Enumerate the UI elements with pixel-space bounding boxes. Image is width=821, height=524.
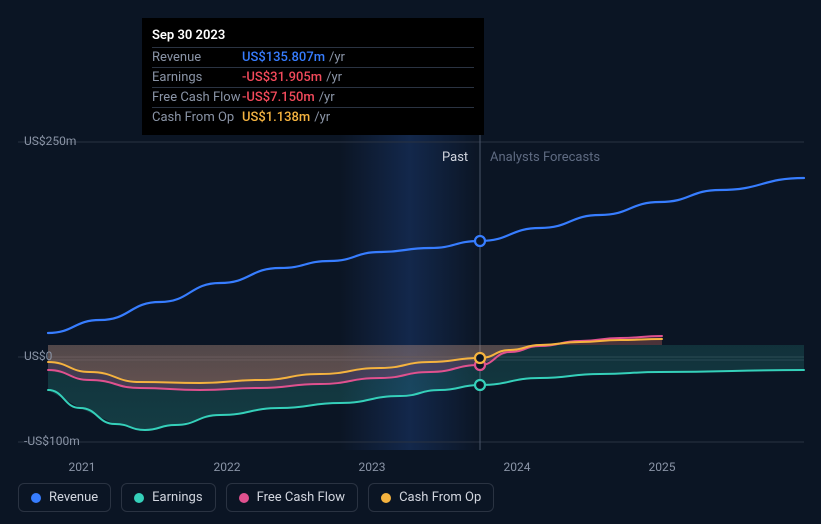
legend-dot (134, 493, 144, 503)
x-axis-label: 2025 (649, 460, 676, 474)
legend-dot (31, 493, 41, 503)
y-axis-label: US$0 (24, 349, 52, 363)
legend-label: Earnings (152, 490, 202, 505)
legend-item-free-cash-flow[interactable]: Free Cash Flow (226, 483, 358, 512)
legend-label: Revenue (49, 490, 98, 505)
tooltip-row: Earnings-US$31.905m/yr (152, 67, 474, 87)
forecast-label: Analysts Forecasts (490, 150, 600, 165)
tooltip-row: RevenueUS$135.807m/yr (152, 47, 474, 67)
tooltip-row: Free Cash Flow-US$7.150m/yr (152, 87, 474, 107)
hover-tooltip: Sep 30 2023 RevenueUS$135.807m/yrEarning… (142, 18, 484, 135)
tooltip-row: Cash From OpUS$1.138m/yr (152, 107, 474, 127)
x-axis-label: 2024 (504, 460, 531, 474)
x-axis-label: 2021 (69, 460, 96, 474)
legend-item-cash-from-op[interactable]: Cash From Op (368, 483, 494, 512)
legend-item-earnings[interactable]: Earnings (121, 483, 215, 512)
legend-dot (381, 493, 391, 503)
legend-dot (239, 493, 249, 503)
tooltip-date: Sep 30 2023 (152, 24, 474, 47)
past-label: Past (442, 150, 468, 165)
y-axis-label: -US$100m (24, 434, 80, 448)
legend-item-revenue[interactable]: Revenue (18, 483, 111, 512)
legend-label: Cash From Op (399, 490, 481, 505)
x-axis-label: 2023 (359, 460, 386, 474)
legend-label: Free Cash Flow (257, 490, 345, 505)
legend: Revenue Earnings Free Cash Flow Cash From O… (18, 483, 494, 512)
y-axis-label: US$250m (24, 134, 76, 148)
x-axis-label: 2022 (214, 460, 241, 474)
